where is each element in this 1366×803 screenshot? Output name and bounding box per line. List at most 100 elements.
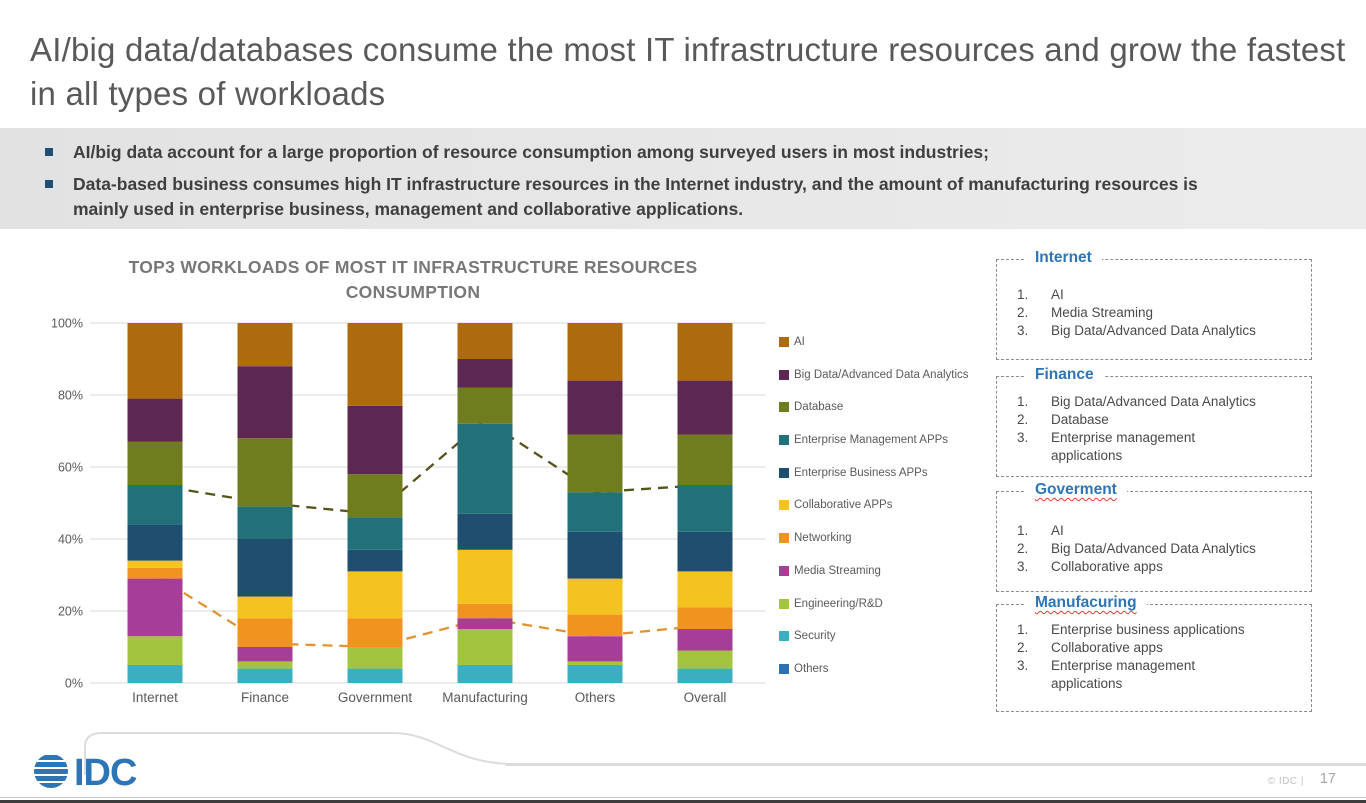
bar-segment-engineering-r-d[interactable] xyxy=(127,636,183,665)
bar-segment-security[interactable] xyxy=(457,665,513,683)
bar-segment-networking[interactable] xyxy=(567,614,623,637)
legend-item[interactable]: Big Data/Advanced Data Analytics xyxy=(779,369,969,402)
legend-label: Networking xyxy=(794,532,852,545)
bar-segment-collaborative-apps[interactable] xyxy=(457,549,513,604)
bar-segment-big-data-advanced-data-analytics[interactable] xyxy=(677,380,733,435)
stacked-bar-chart[interactable]: 0% 20% 40% 60% 80% 100% Internet Finance Governm… xyxy=(45,310,775,710)
bar-segment-database[interactable] xyxy=(237,438,293,507)
legend-swatch-icon xyxy=(779,467,789,478)
bar-segment-collaborative-apps[interactable] xyxy=(237,596,293,619)
bar-segment-media-streaming[interactable] xyxy=(237,647,293,662)
y-axis-tick: 0% xyxy=(65,677,83,691)
bar-segment-enterprise-business-apps[interactable] xyxy=(237,539,293,597)
idc-globe-icon xyxy=(34,755,68,788)
bar-segment-media-streaming[interactable] xyxy=(567,636,623,662)
bar-segment-ai[interactable] xyxy=(347,323,403,406)
slide-title: AI/big data/databases consume the most I… xyxy=(30,31,1346,112)
bar-segment-enterprise-management-apps[interactable] xyxy=(237,506,293,539)
bar-segment-ai[interactable] xyxy=(457,323,513,359)
bar-segment-ai[interactable] xyxy=(237,323,293,367)
bar-segment-database[interactable] xyxy=(347,474,403,518)
top3-list-item: 3. Enterprise management applications xyxy=(1017,429,1303,465)
top3-list-item: 3. Big Data/Advanced Data Analytics xyxy=(1017,322,1303,340)
legend-item[interactable]: Security xyxy=(779,630,969,663)
bar-segment-engineering-r-d[interactable] xyxy=(567,661,623,665)
legend-item[interactable]: AI xyxy=(779,336,969,369)
legend-swatch-icon xyxy=(779,500,789,511)
legend-item[interactable]: Networking xyxy=(779,532,969,565)
bar-segment-engineering-r-d[interactable] xyxy=(457,629,513,665)
legend-item[interactable]: Collaborative APPs xyxy=(779,499,969,532)
bar-segment-enterprise-management-apps[interactable] xyxy=(347,517,403,550)
y-axis-tick: 60% xyxy=(58,461,83,475)
bar-segment-ai[interactable] xyxy=(567,323,623,381)
key-points-band: AI/big data account for a large proporti… xyxy=(0,128,1366,229)
bar-segment-enterprise-management-apps[interactable] xyxy=(127,485,183,525)
bar-segment-ai[interactable] xyxy=(127,323,183,399)
y-axis-tick: 80% xyxy=(58,389,83,403)
bar-segment-networking[interactable] xyxy=(347,618,403,647)
bar-segment-media-streaming[interactable] xyxy=(457,618,513,629)
bar-segment-engineering-r-d[interactable] xyxy=(347,647,403,669)
legend-item[interactable]: Media Streaming xyxy=(779,565,969,598)
list-number: 1. xyxy=(1017,394,1029,409)
idc-logo: IDC xyxy=(34,752,138,794)
bar-segment-security[interactable] xyxy=(347,668,403,683)
bar-segment-database[interactable] xyxy=(567,434,623,493)
bar-segment-security[interactable] xyxy=(567,665,623,683)
bar-segment-security[interactable] xyxy=(237,668,293,683)
top3-list-item: 2. Big Data/Advanced Data Analytics xyxy=(1017,540,1303,558)
bar-segment-media-streaming[interactable] xyxy=(127,578,183,637)
bar-segment-engineering-r-d[interactable] xyxy=(237,661,293,669)
bar-segment-enterprise-management-apps[interactable] xyxy=(567,492,623,532)
bar-segment-enterprise-business-apps[interactable] xyxy=(567,531,623,579)
bar-segment-big-data-advanced-data-analytics[interactable] xyxy=(567,380,623,435)
box-items: 1. AI 2. Big Data/Advanced Data Analytics 3.… xyxy=(997,492,1311,582)
legend-item[interactable]: Database xyxy=(779,401,969,434)
bar-segment-ai[interactable] xyxy=(677,323,733,381)
bar-segment-enterprise-management-apps[interactable] xyxy=(457,423,513,514)
footer-swoosh xyxy=(84,732,1366,775)
bar-segment-networking[interactable] xyxy=(127,567,183,579)
top3-list-item: 1. Enterprise business applications xyxy=(1017,621,1303,639)
top3-list-item: 1. Big Data/Advanced Data Analytics xyxy=(1017,393,1303,411)
bar-segment-security[interactable] xyxy=(677,668,733,683)
legend-item[interactable]: Engineering/R&D xyxy=(779,598,969,631)
bar-segment-enterprise-management-apps[interactable] xyxy=(677,485,733,532)
bar-segment-database[interactable] xyxy=(457,387,513,424)
bar-segment-big-data-advanced-data-analytics[interactable] xyxy=(457,359,513,388)
bar-segment-media-streaming[interactable] xyxy=(677,629,733,651)
bar-segment-collaborative-apps[interactable] xyxy=(567,578,623,615)
bar-segment-database[interactable] xyxy=(677,434,733,485)
x-axis-label: Overall xyxy=(684,690,727,705)
bar-segment-networking[interactable] xyxy=(677,607,733,629)
x-axis-label: Others xyxy=(575,690,616,705)
bar-segment-engineering-r-d[interactable] xyxy=(677,650,733,669)
list-number: 1. xyxy=(1017,287,1029,302)
top3-list-item: 2. Collaborative apps xyxy=(1017,639,1303,657)
bar-segment-enterprise-business-apps[interactable] xyxy=(347,549,403,572)
bar-segment-enterprise-business-apps[interactable] xyxy=(457,513,513,550)
bar-segment-enterprise-business-apps[interactable] xyxy=(127,524,183,561)
bar-segment-big-data-advanced-data-analytics[interactable] xyxy=(237,366,293,439)
bar-segment-database[interactable] xyxy=(127,441,183,485)
bar-segment-networking[interactable] xyxy=(457,603,513,619)
idc-logo-text: IDC xyxy=(74,752,137,794)
legend-item[interactable]: Enterprise Management APPs xyxy=(779,434,969,467)
bar-segment-security[interactable] xyxy=(127,665,183,683)
bar-segment-collaborative-apps[interactable] xyxy=(677,571,733,608)
bullet-text: AI/big data account for a large proporti… xyxy=(73,142,989,162)
x-axis-label: Internet xyxy=(132,690,178,705)
legend-item[interactable]: Enterprise Business APPs xyxy=(779,467,969,500)
list-text: AI xyxy=(1051,287,1064,302)
bar-segment-big-data-advanced-data-analytics[interactable] xyxy=(347,405,403,475)
legend-item[interactable]: Others xyxy=(779,663,969,696)
bar-segment-networking[interactable] xyxy=(237,618,293,647)
bar-segment-big-data-advanced-data-analytics[interactable] xyxy=(127,398,183,442)
bar-segment-collaborative-apps[interactable] xyxy=(127,560,183,568)
chart-legend: AI Big Data/Advanced Data Analytics Databa… xyxy=(779,336,969,696)
bar-segment-enterprise-business-apps[interactable] xyxy=(677,531,733,572)
bar-segment-collaborative-apps[interactable] xyxy=(347,571,403,619)
box-items: 1. Enterprise business applications 2. Coll… xyxy=(997,605,1311,699)
legend-swatch-icon xyxy=(779,369,789,380)
